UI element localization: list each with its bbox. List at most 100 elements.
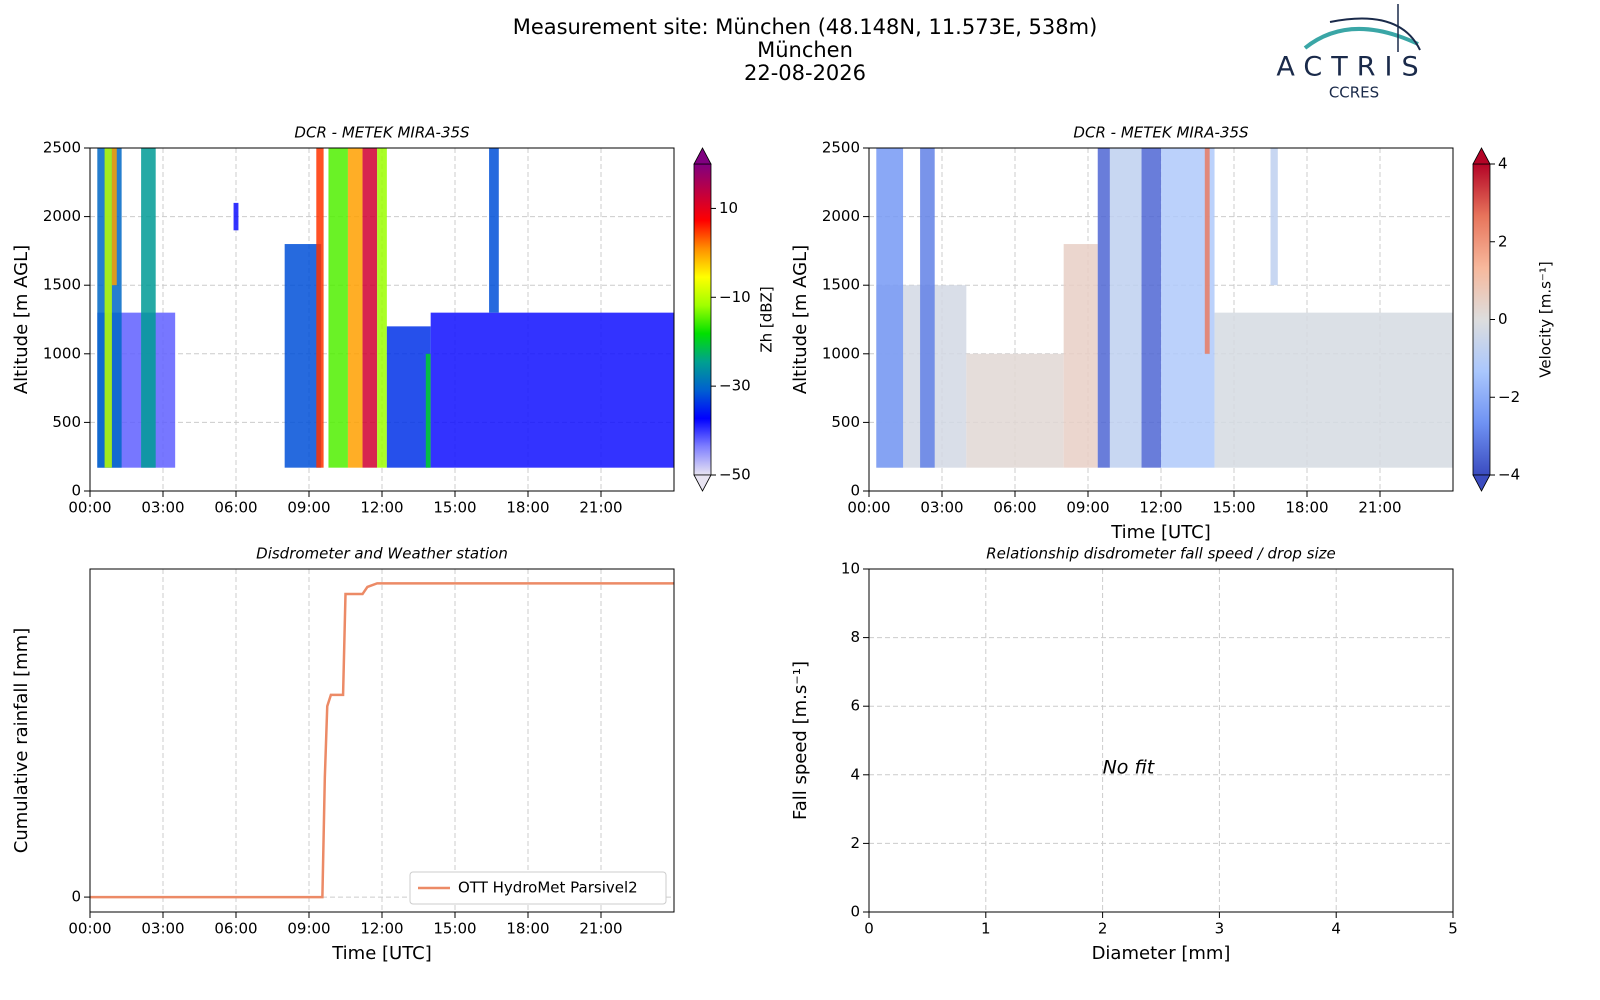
plot-frame [89,568,675,913]
colorbar-extend [1472,147,1491,165]
logo-subtitle: CCRES [1329,84,1379,102]
x-tick-label: 06:00 [214,499,257,517]
heatmap-cell [920,148,935,468]
logo-text: ACTRIS [1276,52,1427,83]
y-tick-label: 500 [52,413,81,431]
heatmap-cell [1270,148,1278,286]
x-axis-label: Time [UTC] [1110,522,1211,543]
colorbar-tick-label: 2 [1498,232,1508,250]
x-tick-label: 1 [981,920,991,938]
heatmap-cell [966,353,1064,468]
colorbar-tick-label: 10 [719,199,738,217]
x-axis-label: Diameter [mm] [1092,943,1231,964]
heatmap-cell [489,148,499,313]
heatmap-cell [104,148,112,468]
heatmap-cell [1141,148,1161,468]
x-tick-label: 18:00 [506,499,549,517]
x-tick-label: 21:00 [579,499,622,517]
x-tick-label: 00:00 [68,920,111,938]
y-axis-label: Altitude [m AGL] [790,245,811,394]
colorbar-label: Zh [dBZ] [758,286,776,352]
colorbar-tick-label: 4 [1498,155,1508,173]
panel: 0 1 2 3 4 5 0 2 4 6 8 10 No fit Relationship disdrome… [790,545,1458,965]
colorbar-extend [693,474,712,492]
legend-box [409,871,667,905]
colorbar [1472,163,1491,476]
x-tick-label: 06:00 [993,499,1036,517]
y-tick-label: 2000 [43,207,81,225]
y-tick-label: 1500 [43,276,81,294]
x-tick-label: 18:00 [1285,499,1328,517]
y-tick-label: 0 [850,903,860,921]
y-tick-label: 10 [841,560,860,578]
header-title: München [757,38,853,62]
x-tick-label: 09:00 [287,920,330,938]
x-tick-label: 3 [1215,920,1225,938]
x-tick-label: 00:00 [847,499,890,517]
heatmap-cell [425,353,431,468]
x-tick-label: 12:00 [1139,499,1182,517]
heatmap-cell [1063,244,1098,468]
plot-area [869,569,1453,912]
y-tick-label: 1000 [43,344,81,362]
x-tick-label: 06:00 [214,920,257,938]
heatmap-cell [876,148,904,468]
x-tick-label: 21:00 [579,920,622,938]
y-axis-label: Altitude [m AGL] [11,245,32,394]
logo-arc [1303,27,1419,50]
heatmap-cell [316,148,324,468]
heatmap-cell [362,148,378,468]
y-tick-label: 0 [850,482,860,500]
colorbar-tick-label: 0 [1498,310,1508,328]
logo: ACTRIS CCRES [1276,4,1427,102]
colorbar-tick-label: −30 [719,377,751,395]
annotation: No fit [1103,756,1156,778]
heatmap-cell [430,312,674,468]
colorbar-tick-label: −2 [1498,388,1520,406]
header-title: 22-08-2026 [744,61,866,85]
colorbar-extend [1472,474,1491,492]
panel-title: Relationship disdrometer fall speed / dr… [986,545,1336,563]
plot-frame [89,147,675,492]
heatmap-cell [141,148,156,468]
x-tick-label: 2 [1098,920,1108,938]
x-tick-label: 09:00 [1066,499,1109,517]
panel: 00:00 03:00 06:00 09:00 12:00 15:00 18:00 21:00… [11,545,675,964]
line [90,582,674,899]
y-axis-label: Cumulative rainfall [mm] [11,628,32,854]
panel-title: DCR - METEK MIRA-35S [1073,124,1249,142]
panel-title: Disdrometer and Weather station [256,545,508,563]
y-tick-label: 4 [850,765,860,783]
x-tick-label: 0 [864,920,874,938]
heatmap-cell [347,148,363,468]
x-tick-label: 03:00 [141,499,184,517]
colorbar-extend [693,147,712,165]
heatmap-cell [377,148,387,468]
y-tick-label: 8 [850,628,860,646]
heatmap-cell [1204,148,1210,354]
y-axis-label: Fall speed [m.s⁻¹] [790,661,811,820]
x-tick-label: 21:00 [1358,499,1401,517]
header-title: Measurement site: München (48.148N, 11.5… [513,15,1098,39]
x-tick-label: 15:00 [433,499,476,517]
x-tick-label: 12:00 [360,499,403,517]
plot-frame [868,147,1454,492]
colorbar-label: Velocity [m.s⁻¹] [1537,261,1555,377]
y-tick-label: 500 [831,413,860,431]
x-tick-label: 00:00 [68,499,111,517]
x-tick-label: 4 [1331,920,1341,938]
panel-title: DCR - METEK MIRA-35S [294,124,470,142]
heatmap-cell [1109,148,1142,468]
heatmap-cell [386,326,431,468]
x-tick-label: 15:00 [1212,499,1255,517]
y-tick-label: 6 [850,697,860,715]
y-tick-label: 2 [850,834,860,852]
x-tick-label: 09:00 [287,499,330,517]
panel: 00:00 03:00 06:00 09:00 12:00 15:00 18:00 21:00… [790,124,1555,544]
x-tick-label: 03:00 [141,920,184,938]
y-tick-label: 1000 [822,344,860,362]
colorbar-tick-label: −50 [719,466,751,484]
colorbar-tick-label: −10 [719,288,751,306]
heatmap-cell [1097,148,1110,468]
